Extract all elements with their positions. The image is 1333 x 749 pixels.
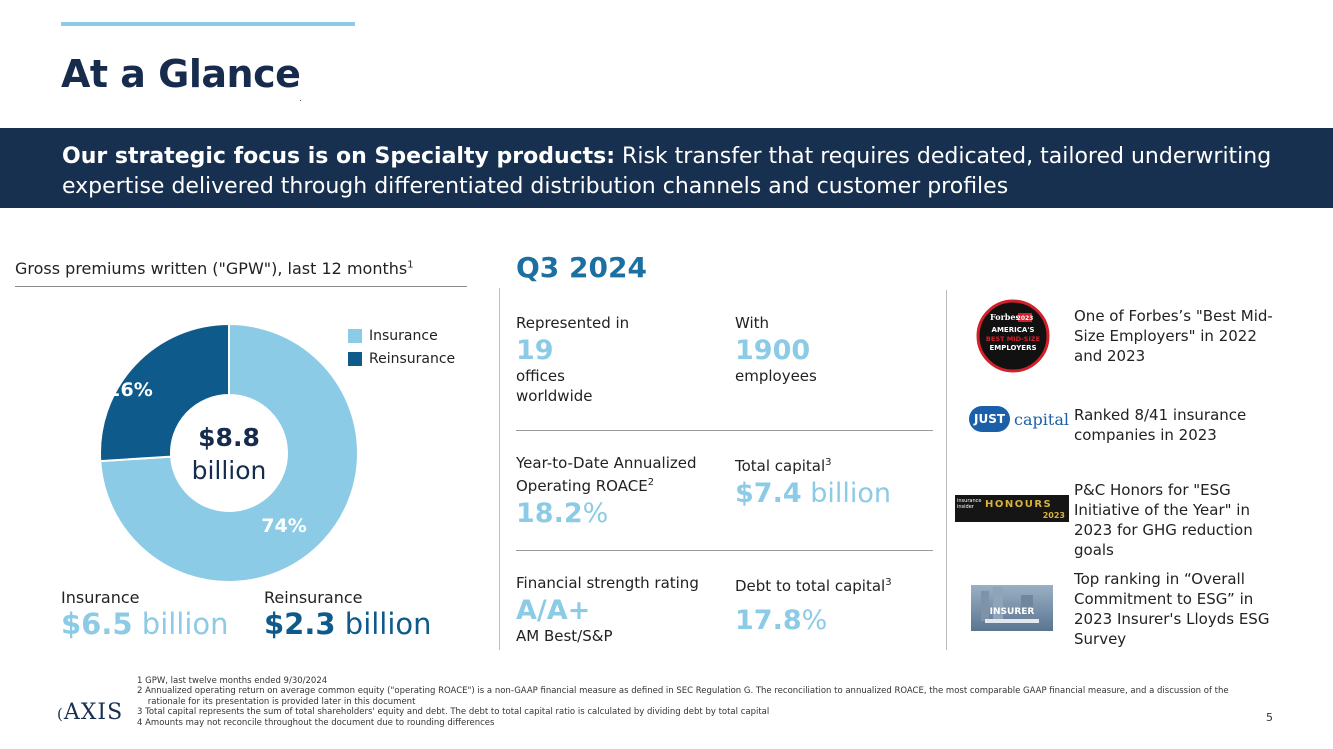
slice-label-reinsurance: 26% bbox=[107, 379, 152, 401]
award-honours-text: P&C Honors for "ESG Initiative of the Ye… bbox=[1074, 481, 1253, 559]
reinsurance-value: $2.3 billion bbox=[264, 607, 432, 641]
stats-divider-2 bbox=[516, 550, 933, 551]
just-capital-logo-icon: JUST capital bbox=[969, 406, 1069, 432]
stat-roace-unit: % bbox=[582, 498, 609, 529]
title-accent-line bbox=[61, 22, 355, 26]
footnote-2-cont: rationale for its presentation is provid… bbox=[137, 696, 416, 707]
stat-debt-unit: % bbox=[801, 605, 828, 636]
stat-employees-value: 1900 bbox=[735, 335, 811, 366]
stat-offices-value: 19 bbox=[516, 335, 554, 366]
forbes-badge-icon: Forbes 2023 AMERICA'S BEST MID-SIZE EMPL… bbox=[976, 299, 1050, 373]
stat-offices: Represented in 19 offices worldwide bbox=[516, 313, 629, 406]
stat-debt-value: 17.8% bbox=[735, 605, 892, 636]
page-number: 5 bbox=[1266, 711, 1273, 724]
stat-capital: Total capital3 $7.4 billion bbox=[735, 453, 891, 509]
stat-roace-label1: Year-to-Date Annualized bbox=[516, 454, 697, 472]
gpw-title-sup: 1 bbox=[407, 259, 414, 271]
reinsurance-unit: billion bbox=[335, 607, 432, 641]
award-insurer-text: Top ranking in “Overall Commitment to ES… bbox=[1074, 570, 1270, 648]
stat-capital-sup: 3 bbox=[825, 457, 832, 468]
footnote-3: 3 Total capital represents the sum of to… bbox=[137, 707, 770, 718]
stat-debt-label: Debt to total capital bbox=[735, 577, 886, 595]
axis-logo-word: AXIS bbox=[63, 700, 124, 725]
stat-capital-number: $7.4 bbox=[735, 478, 802, 509]
stat-offices-sub2: worldwide bbox=[516, 387, 593, 405]
footnote-4: 4 Amounts may not reconcile throughout t… bbox=[137, 717, 495, 728]
award-forbes-text: One of Forbes’s "Best Mid-Size Employers… bbox=[1074, 307, 1273, 365]
insurer-logo-word: INSURER bbox=[989, 607, 1035, 617]
strategy-bold: Our strategic focus is on Specialty prod… bbox=[62, 144, 616, 169]
stat-employees-label: With bbox=[735, 314, 770, 332]
forbes-year-text: 2023 bbox=[1017, 315, 1034, 322]
legend-label-reinsurance: Reinsurance bbox=[369, 351, 456, 367]
footnote-2: 2 Annualized operating return on average… bbox=[137, 686, 1229, 697]
gpw-title-text: Gross premiums written ("GPW"), last 12 … bbox=[15, 259, 408, 278]
just-logo-badge: JUST bbox=[969, 406, 1011, 432]
stat-roace-label2: Operating ROACE bbox=[516, 477, 648, 495]
stat-debt-number: 17.8 bbox=[735, 605, 802, 636]
reinsurance-amount: $2.3 bbox=[264, 607, 336, 641]
stat-capital-unit: billion bbox=[801, 478, 891, 509]
stat-rating-sub: AM Best/S&P bbox=[516, 627, 613, 645]
footnote-1: 1 GPW, last twelve months ended 9/30/202… bbox=[137, 676, 328, 686]
decorative-dot bbox=[300, 100, 301, 101]
legend-label-insurance: Insurance bbox=[369, 328, 438, 344]
stat-employees: With 1900 employees bbox=[735, 313, 817, 386]
slice-label-insurance: 74% bbox=[261, 515, 306, 537]
column-divider-right bbox=[946, 290, 947, 650]
strategy-body: Risk transfer that requires dedicated, t… bbox=[62, 144, 1272, 199]
insurance-label: Insurance bbox=[61, 588, 140, 607]
forbes-line1: AMERICA'S bbox=[992, 326, 1035, 334]
stat-employees-sub: employees bbox=[735, 367, 817, 385]
legend-insurance: Insurance bbox=[348, 328, 438, 344]
stat-rating-value: A/A+ bbox=[516, 595, 591, 626]
donut-hole bbox=[171, 395, 287, 511]
insurance-unit: billion bbox=[132, 607, 229, 641]
forbes-line3: EMPLOYERS bbox=[989, 344, 1036, 352]
legend-swatch-insurance bbox=[348, 329, 362, 343]
stat-capital-label-row: Total capital3 bbox=[735, 453, 891, 476]
legend-swatch-reinsurance bbox=[348, 352, 362, 366]
insurance-amount: $6.5 bbox=[61, 607, 133, 641]
stat-offices-label: Represented in bbox=[516, 314, 630, 332]
stat-offices-sub1: offices bbox=[516, 367, 565, 385]
stat-roace-sup: 2 bbox=[647, 477, 655, 488]
legend-reinsurance: Reinsurance bbox=[348, 351, 455, 367]
donut-center-unit: billion bbox=[192, 456, 267, 485]
reinsurance-label: Reinsurance bbox=[264, 588, 363, 607]
stat-roace-label2-row: Operating ROACE2 bbox=[516, 473, 697, 496]
forbes-line2: BEST MID-SIZE bbox=[986, 335, 1040, 343]
donut-center-value: $8.8 bbox=[198, 423, 260, 452]
strategy-text: Our strategic focus is on Specialty prod… bbox=[62, 142, 1282, 202]
column-divider-left bbox=[499, 288, 500, 650]
page-title: At a Glance bbox=[61, 52, 301, 96]
stat-roace-value: 18.2% bbox=[516, 498, 697, 529]
honours-logo-word: HONOURS bbox=[985, 499, 1053, 510]
stat-roace: Year-to-Date Annualized Operating ROACE2… bbox=[516, 453, 697, 529]
stat-debt: Debt to total capital3 17.8% bbox=[735, 573, 892, 636]
honours-logo-icon: insurance insider HONOURS 2023 bbox=[955, 495, 1069, 522]
stat-debt-sup: 3 bbox=[885, 577, 892, 588]
just-logo-word: capital bbox=[1014, 409, 1069, 429]
q3-heading: Q3 2024 bbox=[516, 251, 647, 284]
footnotes: 1 GPW, last twelve months ended 9/30/202… bbox=[137, 676, 1277, 728]
stat-capital-value: $7.4 billion bbox=[735, 478, 891, 509]
honours-logo-insider: insurance insider bbox=[957, 498, 982, 510]
award-just-capital-text: Ranked 8/41 insurance companies in 2023 bbox=[1074, 406, 1247, 444]
strategy-banner bbox=[0, 128, 1333, 208]
insurance-value: $6.5 billion bbox=[61, 607, 229, 641]
stats-divider-1 bbox=[516, 430, 933, 431]
stat-roace-number: 18.2 bbox=[516, 498, 583, 529]
gpw-title: Gross premiums written ("GPW"), last 12 … bbox=[15, 259, 414, 278]
stat-rating: Financial strength rating A/A+ AM Best/S… bbox=[516, 573, 699, 646]
stat-capital-label: Total capital bbox=[735, 457, 826, 475]
gpw-donut-chart: 74% 26% $8.8 billion bbox=[99, 322, 359, 583]
gpw-divider bbox=[15, 286, 467, 287]
axis-logo: (AXIS bbox=[57, 700, 124, 725]
forbes-brand-text: Forbes bbox=[990, 312, 1020, 322]
insurer-survey-logo-icon: INSURER bbox=[971, 585, 1053, 631]
stat-debt-label-row: Debt to total capital3 bbox=[735, 573, 892, 596]
honours-logo-year: 2023 bbox=[1042, 511, 1065, 520]
stat-rating-label: Financial strength rating bbox=[516, 574, 699, 592]
